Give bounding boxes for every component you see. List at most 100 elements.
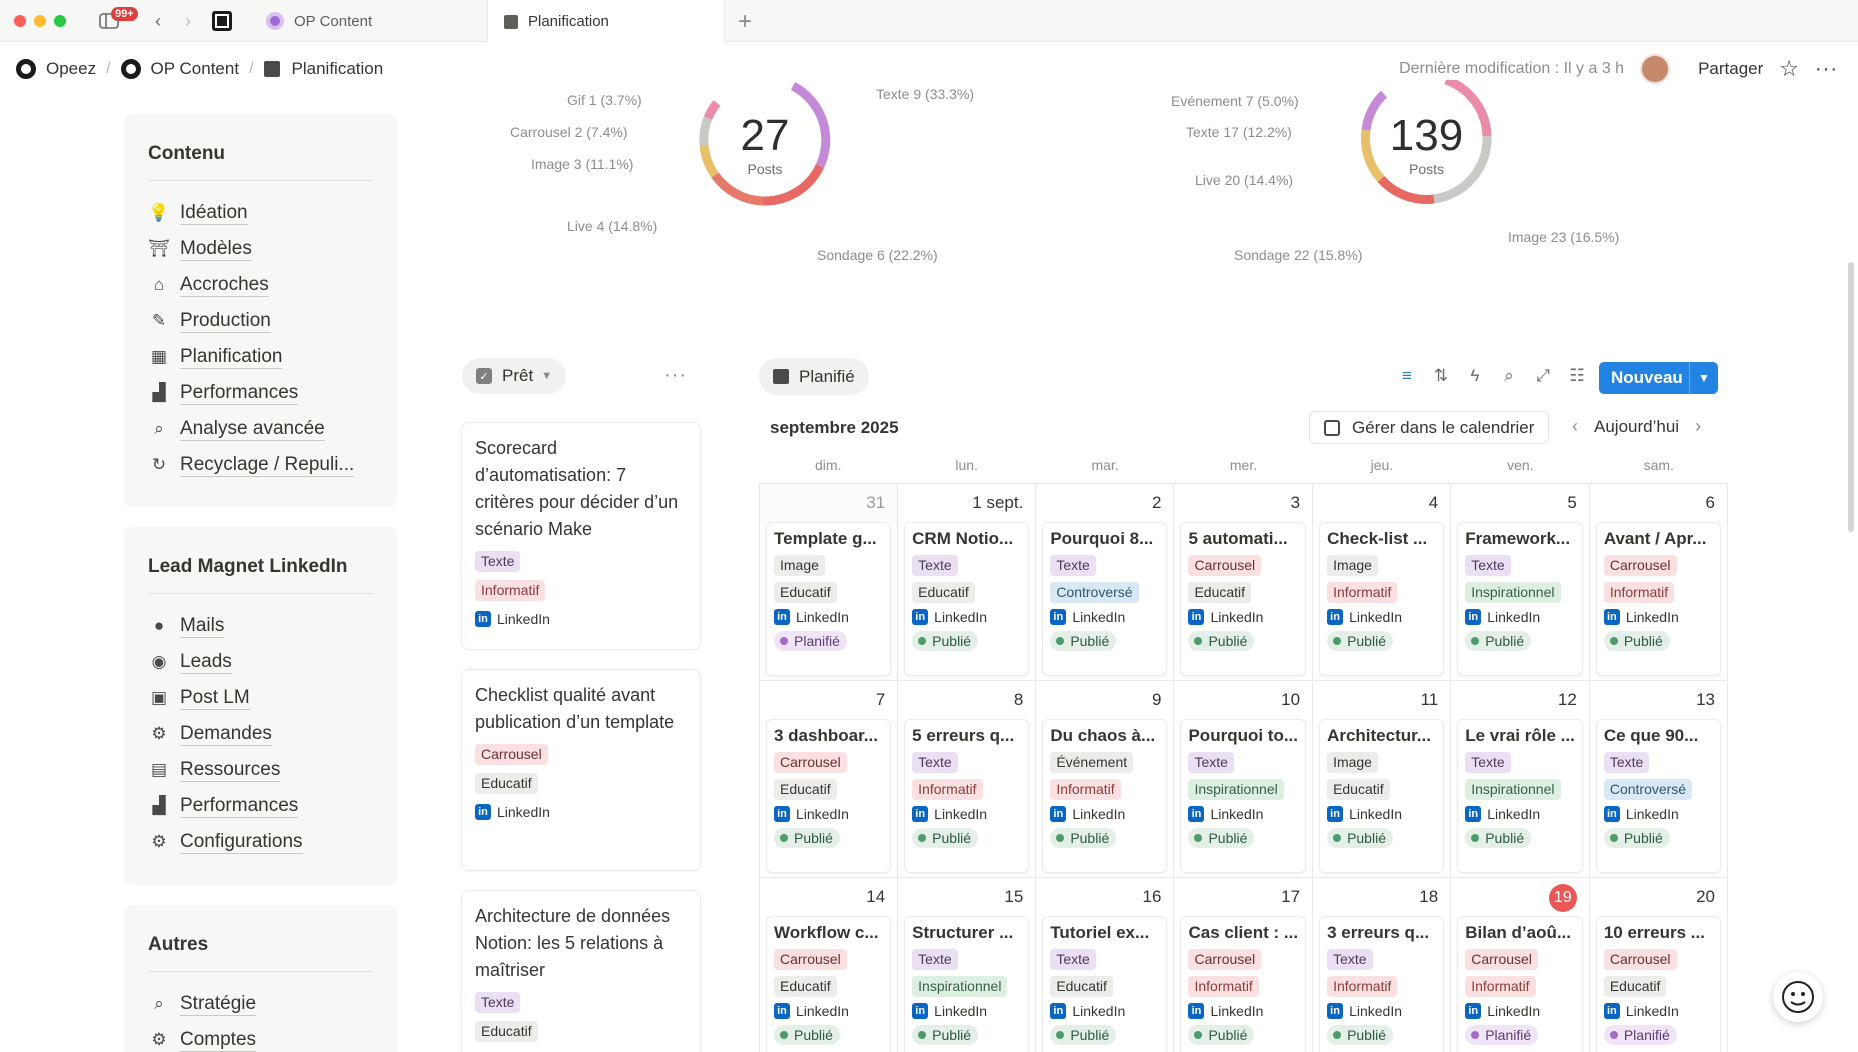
sidebar-item-leads[interactable]: ◉ Leads: [148, 644, 373, 680]
calendar-day-cell[interactable]: 13 Ce que 90... Texte Controversé in LinkedIn…: [1589, 681, 1728, 878]
sidebar-item-planification[interactable]: ▦ Planification: [148, 339, 373, 375]
sidebar-item-modeles[interactable]: ⛩ Modèles: [148, 231, 373, 267]
kanban-card[interactable]: Checklist qualité avant publication d’un…: [461, 669, 701, 871]
calendar-day-cell[interactable]: 4 Check-list ... Image Informatif in LinkedIn…: [1313, 484, 1452, 681]
calendar-day-cell[interactable]: 11 Architectur... Image Educatif in LinkedIn P…: [1313, 681, 1452, 878]
calendar-day-cell[interactable]: 16 Tutoriel ex... Texte Educatif in LinkedIn P…: [1036, 878, 1175, 1052]
calendar-day-cell[interactable]: 15 Structurer ... Texte Inspirationnel in Lin…: [898, 878, 1037, 1052]
calendar-entry-card[interactable]: Tutoriel ex... Texte Educatif in LinkedIn Pub…: [1042, 916, 1168, 1052]
kanban-card[interactable]: Scorecard d’automatisation: 7 critères p…: [461, 422, 701, 650]
breadcrumb-planification[interactable]: Planification: [263, 59, 383, 79]
calendar-entry-card[interactable]: Pourquoi 8... Texte Controversé in LinkedIn P…: [1042, 522, 1168, 676]
group-more-icon[interactable]: ···: [664, 364, 687, 386]
previous-month-icon[interactable]: ‹: [1572, 416, 1578, 436]
sort-icon[interactable]: ⇅: [1433, 366, 1449, 385]
sidebar-item-accroches[interactable]: ⌂ Accroches: [148, 267, 373, 303]
search-icon[interactable]: ⌕: [1504, 366, 1514, 385]
calendar-entry-card[interactable]: 5 erreurs q... Texte Informatif in LinkedIn P…: [904, 719, 1030, 873]
new-entry-button[interactable]: Nouveau ▼: [1599, 362, 1718, 394]
minimize-window-button[interactable]: [34, 15, 46, 27]
calendar-entry-card[interactable]: CRM Notio... Texte Educatif in LinkedIn Publi…: [904, 522, 1030, 676]
view-planifie-button[interactable]: Planifié: [759, 358, 869, 395]
calendar-day-cell[interactable]: 12 Le vrai rôle ... Texte Inspirationnel in L…: [1451, 681, 1590, 878]
breadcrumb-op-content[interactable]: OP Content: [120, 59, 239, 79]
sidebar-item-strategie[interactable]: ⌕ Stratégie: [148, 986, 373, 1022]
more-options-icon[interactable]: ···: [1815, 57, 1838, 80]
maximize-window-button[interactable]: [54, 15, 66, 27]
calendar-entry-card[interactable]: 10 erreurs ... Carrousel Educatif in LinkedI…: [1595, 916, 1721, 1052]
breadcrumb-opeez[interactable]: Opeez: [16, 59, 96, 79]
calendar-entry-card[interactable]: 3 dashboar... Carrousel Educatif in LinkedIn…: [766, 719, 892, 873]
calendar-day-cell[interactable]: 6 Avant / Apr... Carrousel Informatif in Link…: [1589, 484, 1728, 681]
calendar-entry-card[interactable]: 5 automati... Carrousel Educatif in LinkedIn…: [1180, 522, 1307, 676]
sidebar-item-performances[interactable]: ▟ Performances: [148, 375, 373, 411]
calendar-day-cell[interactable]: 1 sept. CRM Notio... Texte Educatif in Linked…: [898, 484, 1037, 681]
notion-app-icon[interactable]: [210, 8, 234, 34]
filter-icon[interactable]: ≡: [1402, 366, 1412, 385]
channel-row: in LinkedIn: [774, 1003, 883, 1019]
calendar-day-cell[interactable]: 19 Bilan d’aoû... Carrousel Informatif in Lin…: [1451, 878, 1590, 1052]
calendar-entry-card[interactable]: Check-list ... Image Informatif in LinkedIn P…: [1319, 522, 1445, 676]
sidebar-item-mails[interactable]: ● Mails: [148, 608, 373, 644]
calendar-entry-card[interactable]: 3 erreurs q... Texte Informatif in LinkedIn P…: [1319, 916, 1445, 1052]
tab-op-content[interactable]: OP Content: [250, 0, 486, 42]
day-number: 7: [766, 687, 891, 713]
avatar[interactable]: [1640, 54, 1671, 84]
settings-sliders-icon[interactable]: ☷: [1569, 366, 1585, 385]
calendar-day-cell[interactable]: 20 10 erreurs ... Carrousel Educatif in Linke…: [1589, 878, 1728, 1052]
linkedin-icon: in: [1327, 609, 1344, 625]
tab-planification[interactable]: Planification: [487, 0, 725, 43]
calendar-day-cell[interactable]: 31 Template g... Image Educatif in LinkedIn Pl…: [760, 484, 899, 681]
forward-icon[interactable]: ›: [185, 10, 191, 31]
page-scrollbar[interactable]: [1848, 262, 1854, 532]
calendar-entry-card[interactable]: Pourquoi to... Texte Inspirationnel in Linke…: [1180, 719, 1307, 873]
calendar-day-cell[interactable]: 18 3 erreurs q... Texte Informatif in LinkedI…: [1313, 878, 1452, 1052]
calendar-entry-card[interactable]: Framework... Texte Inspirationnel in LinkedI…: [1457, 522, 1583, 676]
favorite-star-icon[interactable]: ☆: [1779, 56, 1800, 81]
calendar-entry-card[interactable]: Du chaos à... Événement Informatif in Linked…: [1042, 719, 1168, 873]
sidebar-item-analyse-avancee[interactable]: ⌕ Analyse avancée: [148, 411, 373, 447]
sidebar-item-demandes[interactable]: ⚙ Demandes: [148, 716, 373, 752]
sidebar-item-production[interactable]: ✎ Production: [148, 303, 373, 339]
calendar-entry-card[interactable]: Bilan d’aoû... Carrousel Informatif in Linke…: [1457, 916, 1583, 1052]
calendar-entry-card[interactable]: Workflow c... Carrousel Educatif in LinkedIn…: [766, 916, 892, 1052]
chevron-down-icon[interactable]: ▼: [1689, 362, 1718, 394]
calendar-entry-card[interactable]: Le vrai rôle ... Texte Inspirationnel in Lin…: [1457, 719, 1583, 873]
calendar-entry-card[interactable]: Structurer ... Texte Inspirationnel in Linke…: [904, 916, 1030, 1052]
new-tab-icon[interactable]: +: [738, 8, 753, 35]
sidebar-item-ideation[interactable]: 💡 Idéation: [148, 195, 373, 231]
sidebar-item-comptes[interactable]: ⚙ Comptes: [148, 1022, 373, 1052]
calendar-day-cell[interactable]: 5 Framework... Texte Inspirationnel in Linked…: [1451, 484, 1590, 681]
calendar-entry-card[interactable]: Cas client : ... Carrousel Informatif in Lin…: [1180, 916, 1307, 1052]
share-button[interactable]: Partager: [1698, 59, 1764, 78]
close-window-button[interactable]: [14, 15, 26, 27]
kanban-card[interactable]: Architecture de données Notion: les 5 re…: [461, 890, 701, 1052]
back-icon[interactable]: ‹: [155, 10, 161, 31]
group-pret-button[interactable]: ✓ Prêt ▼: [462, 358, 567, 394]
sidebar-item-recyclage[interactable]: ↻ Recyclage / Repuli...: [148, 447, 373, 483]
calendar-day-cell[interactable]: 14 Workflow c... Carrousel Educatif in Linked…: [760, 878, 899, 1052]
expand-icon[interactable]: ⤢: [1536, 366, 1550, 385]
calendar-entry-card[interactable]: Template g... Image Educatif in LinkedIn Plan…: [766, 522, 892, 676]
today-button[interactable]: Aujourd’hui: [1594, 416, 1680, 436]
assistant-face-icon[interactable]: [1773, 972, 1823, 1022]
calendar-entry-card[interactable]: Avant / Apr... Carrousel Informatif in Linke…: [1595, 522, 1721, 676]
manage-in-calendar-button[interactable]: Gérer dans le calendrier: [1309, 411, 1550, 444]
automation-icon[interactable]: ϟ: [1470, 366, 1480, 385]
calendar-day-cell[interactable]: 2 Pourquoi 8... Texte Controversé in LinkedIn…: [1036, 484, 1175, 681]
calendar-day-cell[interactable]: 17 Cas client : ... Carrousel Informatif in L…: [1174, 878, 1314, 1052]
next-month-icon[interactable]: ›: [1695, 416, 1702, 436]
sidebar-item-performances-lm[interactable]: ▟ Performances: [148, 788, 373, 824]
sidebar-item-ressources[interactable]: ▤ Ressources: [148, 752, 373, 788]
calendar-entry-card[interactable]: Architectur... Image Educatif in LinkedIn Pub…: [1319, 719, 1445, 873]
calendar-day-cell[interactable]: 9 Du chaos à... Événement Informatif in Linke…: [1036, 681, 1175, 878]
calendar-day-cell[interactable]: 8 5 erreurs q... Texte Informatif in LinkedIn…: [898, 681, 1037, 878]
sidebar-item-configurations[interactable]: ⚙ Configurations: [148, 824, 373, 860]
donut-segment-texte: [1361, 90, 1388, 131]
sidebar-toggle-icon[interactable]: [96, 8, 122, 34]
calendar-entry-card[interactable]: Ce que 90... Texte Controversé in LinkedIn Pu…: [1595, 719, 1721, 873]
calendar-day-cell[interactable]: 7 3 dashboar... Carrousel Educatif in LinkedI…: [760, 681, 899, 878]
sidebar-item-post-lm[interactable]: ▣ Post LM: [148, 680, 373, 716]
calendar-day-cell[interactable]: 10 Pourquoi to... Texte Inspirationnel in Lin…: [1174, 681, 1314, 878]
